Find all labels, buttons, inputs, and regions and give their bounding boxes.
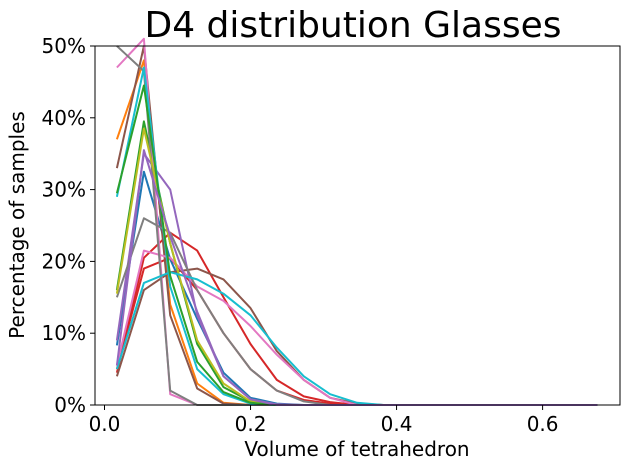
- y-tick-label: 50%: [42, 34, 86, 58]
- series-line-9: [116, 37, 598, 406]
- series-line-14: [115, 66, 598, 406]
- plot-frame: [94, 45, 621, 406]
- series-line-5: [115, 231, 598, 406]
- series-line-2: [115, 59, 598, 406]
- chart-title: D4 distribution Glasses: [144, 5, 561, 46]
- x-tick-label: 0.0: [89, 412, 121, 436]
- y-tick-label: 30%: [42, 178, 86, 202]
- y-tick-label: 10%: [42, 321, 86, 345]
- y-axis: 0% 10% 20% 30% 40% 50%: [42, 34, 95, 417]
- y-tick-label: 40%: [42, 106, 86, 130]
- y-axis-label: Percentage of samples: [5, 111, 29, 339]
- x-tick-label: 0.2: [235, 412, 267, 436]
- y-tick-label: 0%: [54, 393, 86, 417]
- y-tick-label: 20%: [42, 249, 86, 273]
- x-axis-label: Volume of tetrahedron: [244, 437, 469, 461]
- x-axis: 0.0 0.2 0.4 0.6: [89, 405, 559, 436]
- x-tick-label: 0.6: [527, 412, 559, 436]
- series-line-7: [115, 45, 598, 406]
- plot-lines: [115, 37, 598, 406]
- series-line-11: [116, 45, 598, 406]
- x-tick-label: 0.4: [381, 412, 413, 436]
